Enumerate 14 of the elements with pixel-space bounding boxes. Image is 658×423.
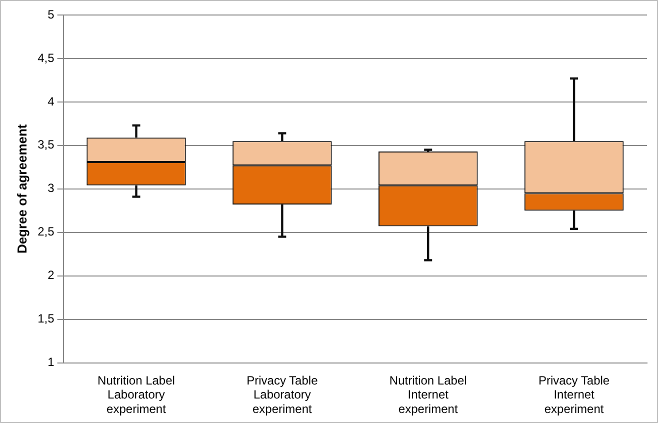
y-tick-label: 2,5 xyxy=(38,224,55,239)
y-tick-label: 2 xyxy=(48,268,55,282)
y-tick-label: 1,5 xyxy=(38,312,55,326)
y-tick-label: 3,5 xyxy=(38,138,55,152)
y-tick-label: 5 xyxy=(48,7,55,22)
x-tick-label: Nutrition Label Internet experiment xyxy=(389,373,467,416)
y-tick-label: 3 xyxy=(48,181,55,196)
y-tick-label: 1 xyxy=(48,355,55,370)
y-tick-label: 4,5 xyxy=(38,50,55,65)
x-tick-label: Privacy Table Laboratory experiment xyxy=(246,373,318,416)
y-axis-title: Degree of agreement xyxy=(14,124,30,254)
x-tick-label: Nutrition Label Laboratory experiment xyxy=(98,373,175,416)
y-tick-label: 4 xyxy=(48,94,55,108)
x-tick-label: Privacy Table Internet experiment xyxy=(538,373,610,416)
